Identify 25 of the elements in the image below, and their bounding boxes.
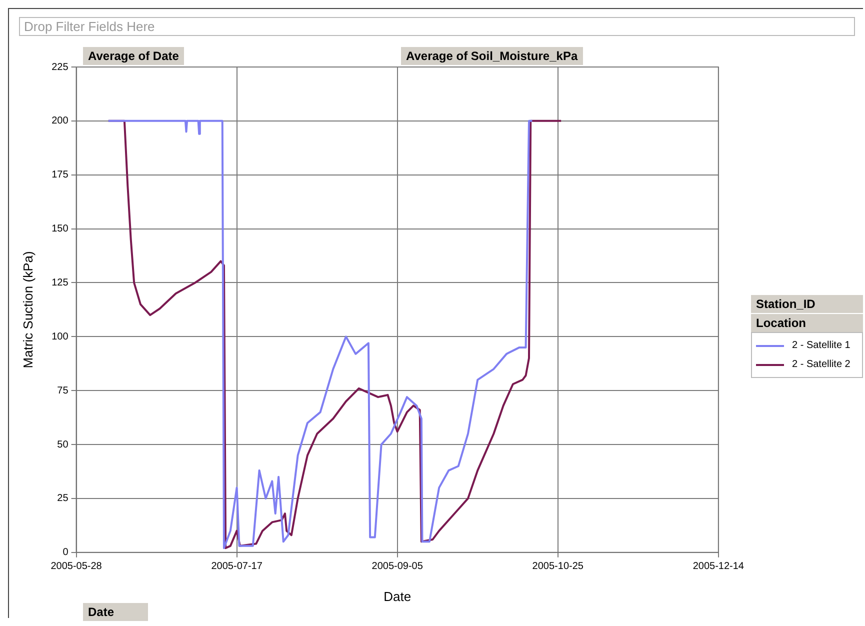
y-axis-title: Matric Suction (kPa) bbox=[20, 251, 36, 368]
text: Drop Filter Fields Here bbox=[19, 17, 855, 36]
y-tick-label: 225 bbox=[52, 62, 69, 73]
text: Station_ID bbox=[751, 295, 863, 313]
x-tick-label: 2005-07-17 bbox=[211, 561, 263, 572]
x-tick-label: 2005-09-05 bbox=[372, 561, 424, 572]
x-tick-label: 2005-12-14 bbox=[692, 561, 744, 572]
y-tick-label: 175 bbox=[52, 170, 69, 181]
legend-label: 2 - Satellite 2 bbox=[792, 359, 850, 370]
x-tick-label: 2005-10-25 bbox=[532, 561, 584, 572]
y-tick-label: 75 bbox=[57, 385, 69, 396]
text: Date bbox=[83, 603, 148, 621]
y-tick-label: 200 bbox=[52, 116, 69, 127]
y-tick-label: 50 bbox=[57, 439, 69, 450]
y-tick-label: 150 bbox=[52, 224, 69, 235]
y-tick-label: 0 bbox=[62, 547, 69, 558]
x-tick-label: 2005-05-28 bbox=[50, 561, 102, 572]
y-tick-label: 25 bbox=[57, 493, 69, 504]
text: Average of Soil_Moisture_kPa bbox=[401, 47, 583, 65]
legend-title: Location bbox=[751, 314, 863, 332]
legend-label: 2 - Satellite 1 bbox=[792, 340, 850, 351]
y-tick-label: 100 bbox=[52, 331, 69, 342]
x-axis-title: Date bbox=[384, 588, 412, 604]
text: Average of Date bbox=[83, 47, 184, 65]
y-tick-label: 125 bbox=[52, 277, 69, 288]
